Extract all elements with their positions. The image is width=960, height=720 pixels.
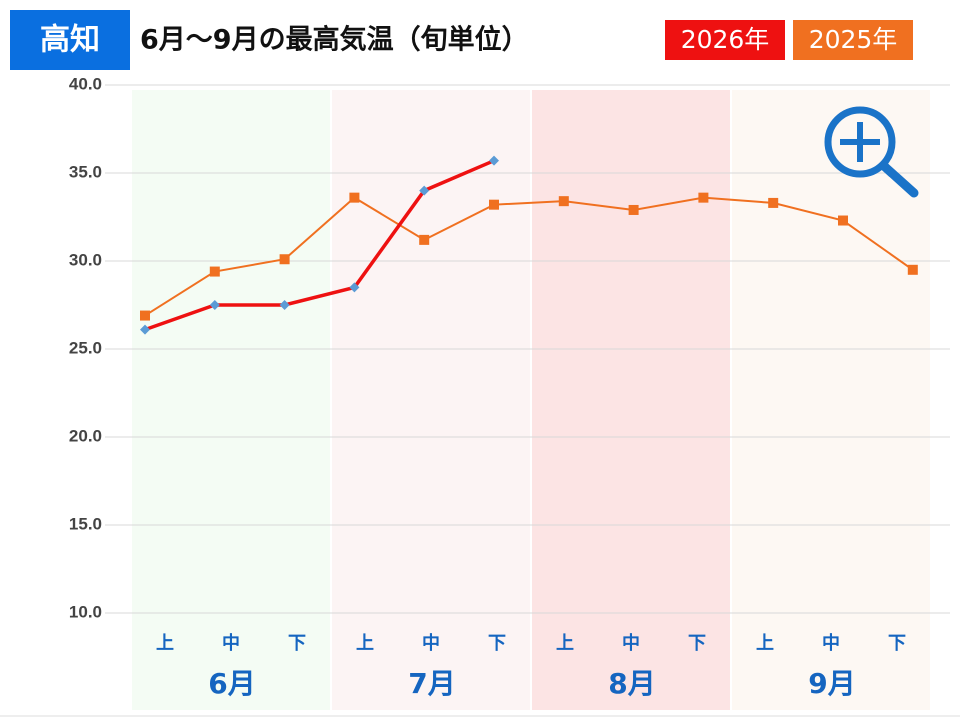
x-tick-label: 中 <box>622 632 640 654</box>
series-line <box>144 196 914 317</box>
legend-swatch <box>665 20 785 60</box>
series-line <box>144 159 495 332</box>
data-point <box>628 204 639 215</box>
data-point <box>279 254 290 265</box>
month-band <box>132 90 330 710</box>
x-tick-label: 下 <box>688 633 706 654</box>
month-band <box>732 90 930 710</box>
region-badge <box>10 10 130 70</box>
x-tick-label: 上 <box>156 633 174 654</box>
month-label: 9月 <box>808 667 855 700</box>
x-tick-label: 下 <box>488 633 506 654</box>
chart-title: 6月～9月の最高気温（旬単位） <box>140 24 529 56</box>
legend-swatch <box>793 20 913 60</box>
month-band <box>532 90 730 710</box>
data-point <box>907 264 918 275</box>
data-point <box>698 192 709 203</box>
data-point <box>489 199 499 210</box>
data-point <box>279 300 290 310</box>
month-label: 8月 <box>608 667 655 700</box>
data-point <box>349 192 360 203</box>
data-point <box>209 266 220 277</box>
y-tick-label: 40.0 <box>69 74 102 93</box>
data-point <box>768 197 779 208</box>
x-tick-label: 中 <box>822 632 840 654</box>
y-tick-label: 10.0 <box>69 602 102 621</box>
data-point <box>419 185 430 196</box>
x-tick-label: 中 <box>222 632 240 654</box>
y-tick-label: 25.0 <box>69 338 102 357</box>
x-tick-label: 上 <box>556 633 574 654</box>
data-point <box>558 196 569 207</box>
magnifier <box>824 106 919 198</box>
y-tick-label: 20.0 <box>69 426 102 445</box>
legend-label: 2025年 <box>809 25 898 54</box>
month-label: 6月 <box>208 667 255 700</box>
data-point <box>209 300 220 310</box>
x-tick-label: 下 <box>888 633 906 654</box>
y-tick-label: 15.0 <box>69 514 102 533</box>
y-tick-label: 30.0 <box>69 250 102 269</box>
x-tick-label: 下 <box>288 633 306 654</box>
data-point <box>419 234 430 245</box>
legend-label: 2026年 <box>681 25 770 54</box>
month-label: 7月 <box>408 667 455 700</box>
data-point <box>349 282 360 293</box>
data-point <box>140 324 150 335</box>
x-tick-label: 上 <box>756 633 774 654</box>
bands <box>132 90 930 710</box>
y-tick-label: 35.0 <box>69 162 102 181</box>
data-point <box>140 310 150 321</box>
month-band <box>332 90 530 710</box>
grid <box>105 84 950 614</box>
x-tick-label: 中 <box>422 632 440 654</box>
region-label: 高知 <box>40 23 100 58</box>
x-tick-label: 上 <box>356 633 374 654</box>
data-point <box>838 215 848 226</box>
data-point <box>489 155 499 166</box>
